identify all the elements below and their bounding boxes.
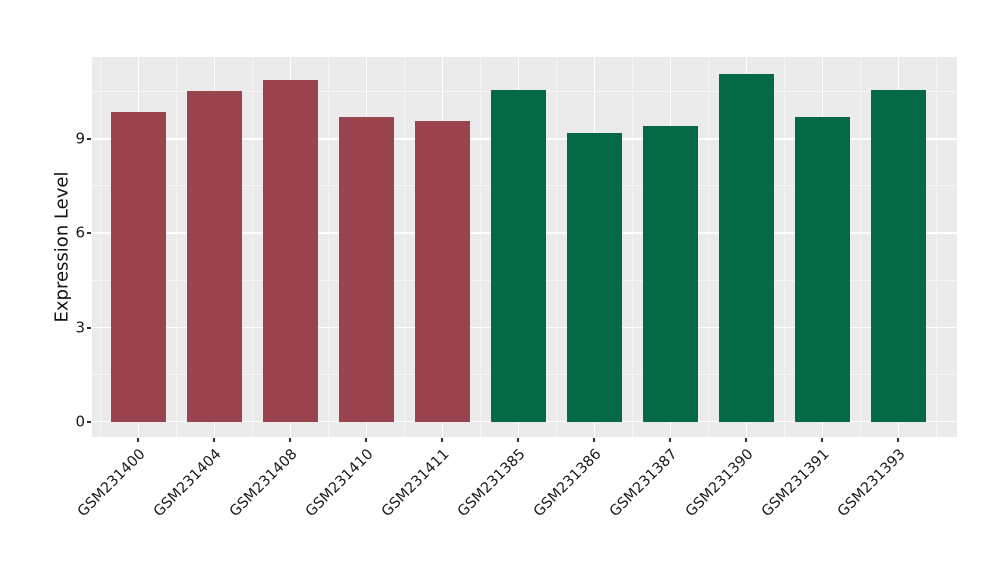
bar-GSM231411 xyxy=(414,120,470,422)
bar-GSM231390 xyxy=(718,73,774,422)
bar-GSM231408 xyxy=(262,79,318,422)
gridline-minor-vertical xyxy=(708,57,709,437)
plot-panel xyxy=(92,57,957,437)
x-tick-mark xyxy=(821,438,823,442)
x-tick-label: GSM231400 xyxy=(74,446,149,521)
bar-GSM231385 xyxy=(490,90,546,422)
x-tick-label: GSM231386 xyxy=(530,446,605,521)
y-tick-mark xyxy=(87,326,91,329)
y-tick-label: 0 xyxy=(75,412,85,431)
x-tick-label: GSM231390 xyxy=(682,446,757,521)
gridline-minor-vertical xyxy=(252,57,253,437)
x-tick-mark xyxy=(745,438,747,442)
gridline-minor-vertical xyxy=(936,57,937,437)
gridline-minor-vertical xyxy=(784,57,785,437)
gridline-minor-vertical xyxy=(328,57,329,437)
x-tick-label: GSM231404 xyxy=(150,446,225,521)
x-tick-mark xyxy=(897,438,899,442)
bar-GSM231410 xyxy=(338,117,394,422)
x-tick-mark xyxy=(441,438,443,442)
y-tick-label: 3 xyxy=(75,318,85,337)
bar-GSM231387 xyxy=(642,126,698,422)
x-tick-label: GSM231411 xyxy=(378,446,453,521)
gridline-minor-vertical xyxy=(100,57,101,437)
gridline-minor-vertical xyxy=(480,57,481,437)
x-tick-mark xyxy=(593,438,595,442)
bar-GSM231404 xyxy=(186,90,242,422)
x-tick-mark xyxy=(137,438,139,442)
x-tick-mark xyxy=(365,438,367,442)
bar-GSM231400 xyxy=(110,111,166,422)
x-tick-label: GSM231385 xyxy=(454,446,529,521)
x-tick-mark xyxy=(669,438,671,442)
y-tick-mark xyxy=(87,420,91,423)
gridline-minor-vertical xyxy=(556,57,557,437)
bar-GSM231386 xyxy=(566,133,622,422)
x-tick-mark xyxy=(517,438,519,442)
y-axis-title: Expression Level xyxy=(51,171,73,323)
x-tick-label: GSM231393 xyxy=(834,446,909,521)
gridline-minor-vertical xyxy=(404,57,405,437)
y-tick-mark xyxy=(87,138,91,141)
gridline-minor-vertical xyxy=(632,57,633,437)
x-tick-label: GSM231387 xyxy=(606,446,681,521)
x-tick-label: GSM231408 xyxy=(226,446,301,521)
y-tick-mark xyxy=(87,232,91,235)
gridline-minor-vertical xyxy=(176,57,177,437)
x-tick-mark xyxy=(289,438,291,442)
x-tick-label: GSM231391 xyxy=(758,446,833,521)
y-tick-label: 9 xyxy=(75,129,85,148)
gridline-minor-vertical xyxy=(860,57,861,437)
x-tick-label: GSM231410 xyxy=(302,446,377,521)
bar-GSM231393 xyxy=(870,90,926,422)
x-tick-mark xyxy=(213,438,215,442)
bar-GSM231391 xyxy=(794,117,850,422)
y-tick-label: 6 xyxy=(75,223,85,242)
